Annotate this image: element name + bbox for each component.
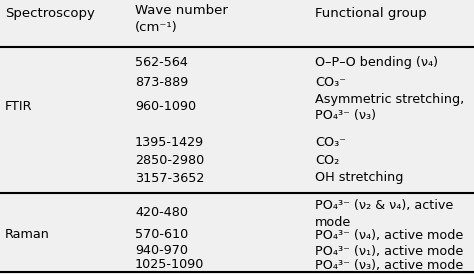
Text: Functional group: Functional group (315, 7, 427, 19)
Text: Asymmetric stretching,: Asymmetric stretching, (315, 93, 464, 107)
Text: OH stretching: OH stretching (315, 172, 403, 184)
Text: 570-610: 570-610 (135, 229, 188, 241)
Text: 940-970: 940-970 (135, 244, 188, 258)
Text: PO₄³⁻ (ν₄), active mode: PO₄³⁻ (ν₄), active mode (315, 229, 463, 241)
Text: Wave number: Wave number (135, 4, 228, 16)
Text: 1395-1429: 1395-1429 (135, 136, 204, 150)
Text: 420-480: 420-480 (135, 206, 188, 218)
Text: 873-889: 873-889 (135, 76, 188, 89)
Text: 562-564: 562-564 (135, 56, 188, 68)
Text: Raman: Raman (5, 229, 50, 241)
Text: 960-1090: 960-1090 (135, 101, 196, 113)
Text: PO₄³⁻ (ν₂ & ν₄), active: PO₄³⁻ (ν₂ & ν₄), active (315, 199, 453, 213)
Text: PO₄³⁻ (ν₁), active mode: PO₄³⁻ (ν₁), active mode (315, 244, 463, 258)
Text: PO₄³⁻ (ν₃), active mode: PO₄³⁻ (ν₃), active mode (315, 258, 463, 272)
Text: 1025-1090: 1025-1090 (135, 258, 204, 272)
Text: PO₄³⁻ (ν₃): PO₄³⁻ (ν₃) (315, 110, 376, 122)
Text: 3157-3652: 3157-3652 (135, 172, 204, 184)
Text: (cm⁻¹): (cm⁻¹) (135, 21, 178, 35)
Text: 2850-2980: 2850-2980 (135, 155, 204, 167)
Text: CO₃⁻: CO₃⁻ (315, 76, 346, 89)
Text: FTIR: FTIR (5, 101, 33, 113)
Text: Spectroscopy: Spectroscopy (5, 7, 95, 19)
Text: CO₂: CO₂ (315, 155, 339, 167)
Text: CO₃⁻: CO₃⁻ (315, 136, 346, 150)
Text: mode: mode (315, 215, 351, 229)
Text: O–P–O bending (ν₄): O–P–O bending (ν₄) (315, 56, 438, 68)
